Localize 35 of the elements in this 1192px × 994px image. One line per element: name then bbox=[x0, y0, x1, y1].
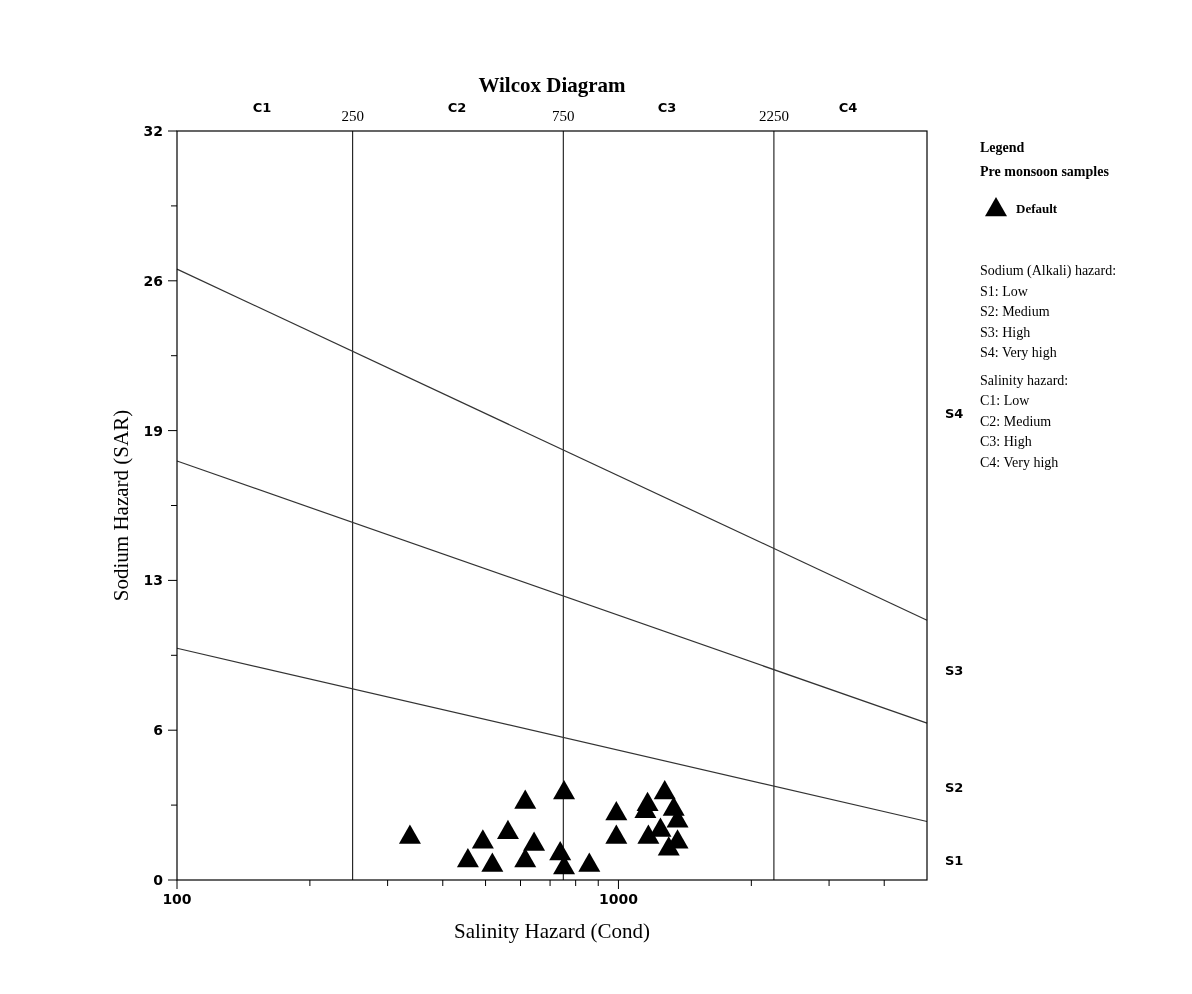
y-tick-label: 6 bbox=[153, 722, 163, 739]
text: S3: High bbox=[980, 324, 1031, 340]
text: Pre monsoon samples bbox=[980, 164, 1110, 179]
text: C1: Low bbox=[980, 393, 1031, 408]
legend-label: Default bbox=[1016, 201, 1058, 216]
text: Sodium (Alkali) hazard: bbox=[980, 263, 1117, 279]
text: C4: Very high bbox=[980, 454, 1059, 470]
text: S4 bbox=[945, 406, 964, 421]
ref-line-label: 250 bbox=[341, 108, 364, 124]
text: S1: Low bbox=[980, 283, 1029, 299]
text: S3 bbox=[945, 663, 964, 678]
text: C3: High bbox=[980, 434, 1032, 449]
text: C2: Medium bbox=[980, 413, 1052, 429]
text: C2 bbox=[447, 100, 467, 115]
ref-line-label: 2250 bbox=[758, 108, 789, 124]
text: C3 bbox=[657, 100, 677, 115]
ref-line-label: 750 bbox=[552, 108, 575, 124]
text: S4: Very high bbox=[980, 345, 1057, 360]
y-tick-label: 26 bbox=[143, 272, 163, 289]
x-tick-label: 100 bbox=[162, 891, 192, 907]
legend-title: Legend bbox=[980, 140, 1025, 155]
text: S1 bbox=[945, 853, 964, 868]
y-axis-title: Sodium Hazard (SAR) bbox=[109, 409, 133, 602]
x-axis-title: Salinity Hazard (Cond) bbox=[454, 919, 650, 943]
y-tick-label: 13 bbox=[143, 572, 163, 589]
text: S2: Medium bbox=[980, 304, 1050, 319]
chart-title: Wilcox Diagram bbox=[478, 73, 627, 97]
y-tick-label: 32 bbox=[143, 123, 163, 139]
text: C1 bbox=[252, 100, 272, 115]
y-tick-label: 19 bbox=[143, 422, 163, 439]
text: S2 bbox=[945, 780, 964, 795]
y-tick-label: 0 bbox=[153, 872, 164, 888]
text: Salinity hazard: bbox=[980, 372, 1069, 388]
text: C4 bbox=[838, 100, 858, 115]
x-tick-label: 1000 bbox=[598, 891, 639, 907]
